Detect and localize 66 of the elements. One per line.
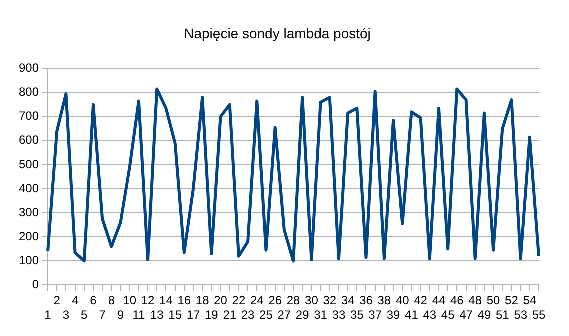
x-tick-label: 8 xyxy=(108,294,116,308)
x-tick-label: 2 xyxy=(54,294,61,308)
x-tick-label: 30 xyxy=(305,294,319,308)
x-tick-label: 1 xyxy=(44,308,52,322)
x-tick-label: 23 xyxy=(241,308,256,322)
x-tick-label: 27 xyxy=(278,308,292,322)
x-tick-label: 4 xyxy=(72,294,79,308)
x-tick-label: 35 xyxy=(350,308,364,322)
chart-title: Napięcie sondy lambda postój xyxy=(184,25,371,42)
x-tick-label: 17 xyxy=(186,308,200,322)
x-tick-label: 51 xyxy=(496,308,510,322)
x-tick-label: 15 xyxy=(168,308,182,322)
x-tick-label: 6 xyxy=(90,294,98,308)
x-tick-label: 21 xyxy=(223,308,237,322)
x-tick-label: 19 xyxy=(205,308,219,322)
y-tick-label: 700 xyxy=(18,109,40,124)
x-tick-label: 36 xyxy=(360,294,374,308)
x-tick-label: 16 xyxy=(178,294,192,308)
x-tick-label: 52 xyxy=(505,294,519,308)
y-tick-label: 900 xyxy=(18,61,40,76)
y-tick-label: 200 xyxy=(18,229,40,244)
x-tick-label: 46 xyxy=(450,294,464,308)
x-tick-label: 48 xyxy=(468,294,482,308)
x-tick-label: 24 xyxy=(250,294,264,308)
y-tick-label: 400 xyxy=(18,181,40,196)
x-tick-label: 38 xyxy=(378,294,392,308)
x-tick-label: 54 xyxy=(523,294,537,308)
x-tick-label: 49 xyxy=(478,308,492,322)
x-tick-label: 55 xyxy=(532,308,546,322)
x-tick-label: 9 xyxy=(117,308,124,322)
x-tick-label: 33 xyxy=(332,308,346,322)
x-tick-label: 32 xyxy=(323,294,337,308)
y-tick-label: 100 xyxy=(18,253,40,268)
x-tick-label: 34 xyxy=(341,294,356,308)
y-tick-label: 800 xyxy=(18,85,40,100)
x-tick-label: 18 xyxy=(196,294,210,308)
x-tick-label: 20 xyxy=(214,294,228,308)
x-tick-label: 12 xyxy=(141,294,156,308)
x-tick-label: 31 xyxy=(314,308,328,322)
y-tick-label: 0 xyxy=(32,278,40,292)
y-tick-label: 500 xyxy=(18,157,40,172)
x-tick-label: 28 xyxy=(286,294,301,308)
x-tick-label: 37 xyxy=(368,308,382,322)
x-tick-label: 25 xyxy=(260,308,274,322)
y-tick-label: 600 xyxy=(18,133,40,148)
x-tick-label: 43 xyxy=(423,308,437,322)
x-tick-label: 7 xyxy=(99,308,106,322)
x-tick-label: 53 xyxy=(514,308,528,322)
x-tick-label: 40 xyxy=(396,294,410,308)
x-tick-label: 11 xyxy=(132,308,146,322)
x-tick-label: 29 xyxy=(296,308,310,322)
x-tick-label: 3 xyxy=(62,308,70,322)
x-tick-label: 26 xyxy=(268,294,282,308)
x-tick-label: 5 xyxy=(81,308,88,322)
x-tick-label: 50 xyxy=(486,294,501,308)
y-tick-label: 300 xyxy=(18,205,40,220)
x-tick-label: 39 xyxy=(386,308,401,322)
x-tick-label: 47 xyxy=(460,308,474,322)
x-tick-label: 42 xyxy=(414,294,428,308)
x-tick-label: 22 xyxy=(232,294,246,308)
x-tick-label: 41 xyxy=(405,308,419,322)
x-tick-label: 44 xyxy=(432,294,446,308)
x-tick-label: 14 xyxy=(160,294,174,308)
x-tick-label: 13 xyxy=(150,308,164,322)
x-tick-label: 45 xyxy=(441,308,456,322)
x-tick-label: 10 xyxy=(123,294,137,308)
